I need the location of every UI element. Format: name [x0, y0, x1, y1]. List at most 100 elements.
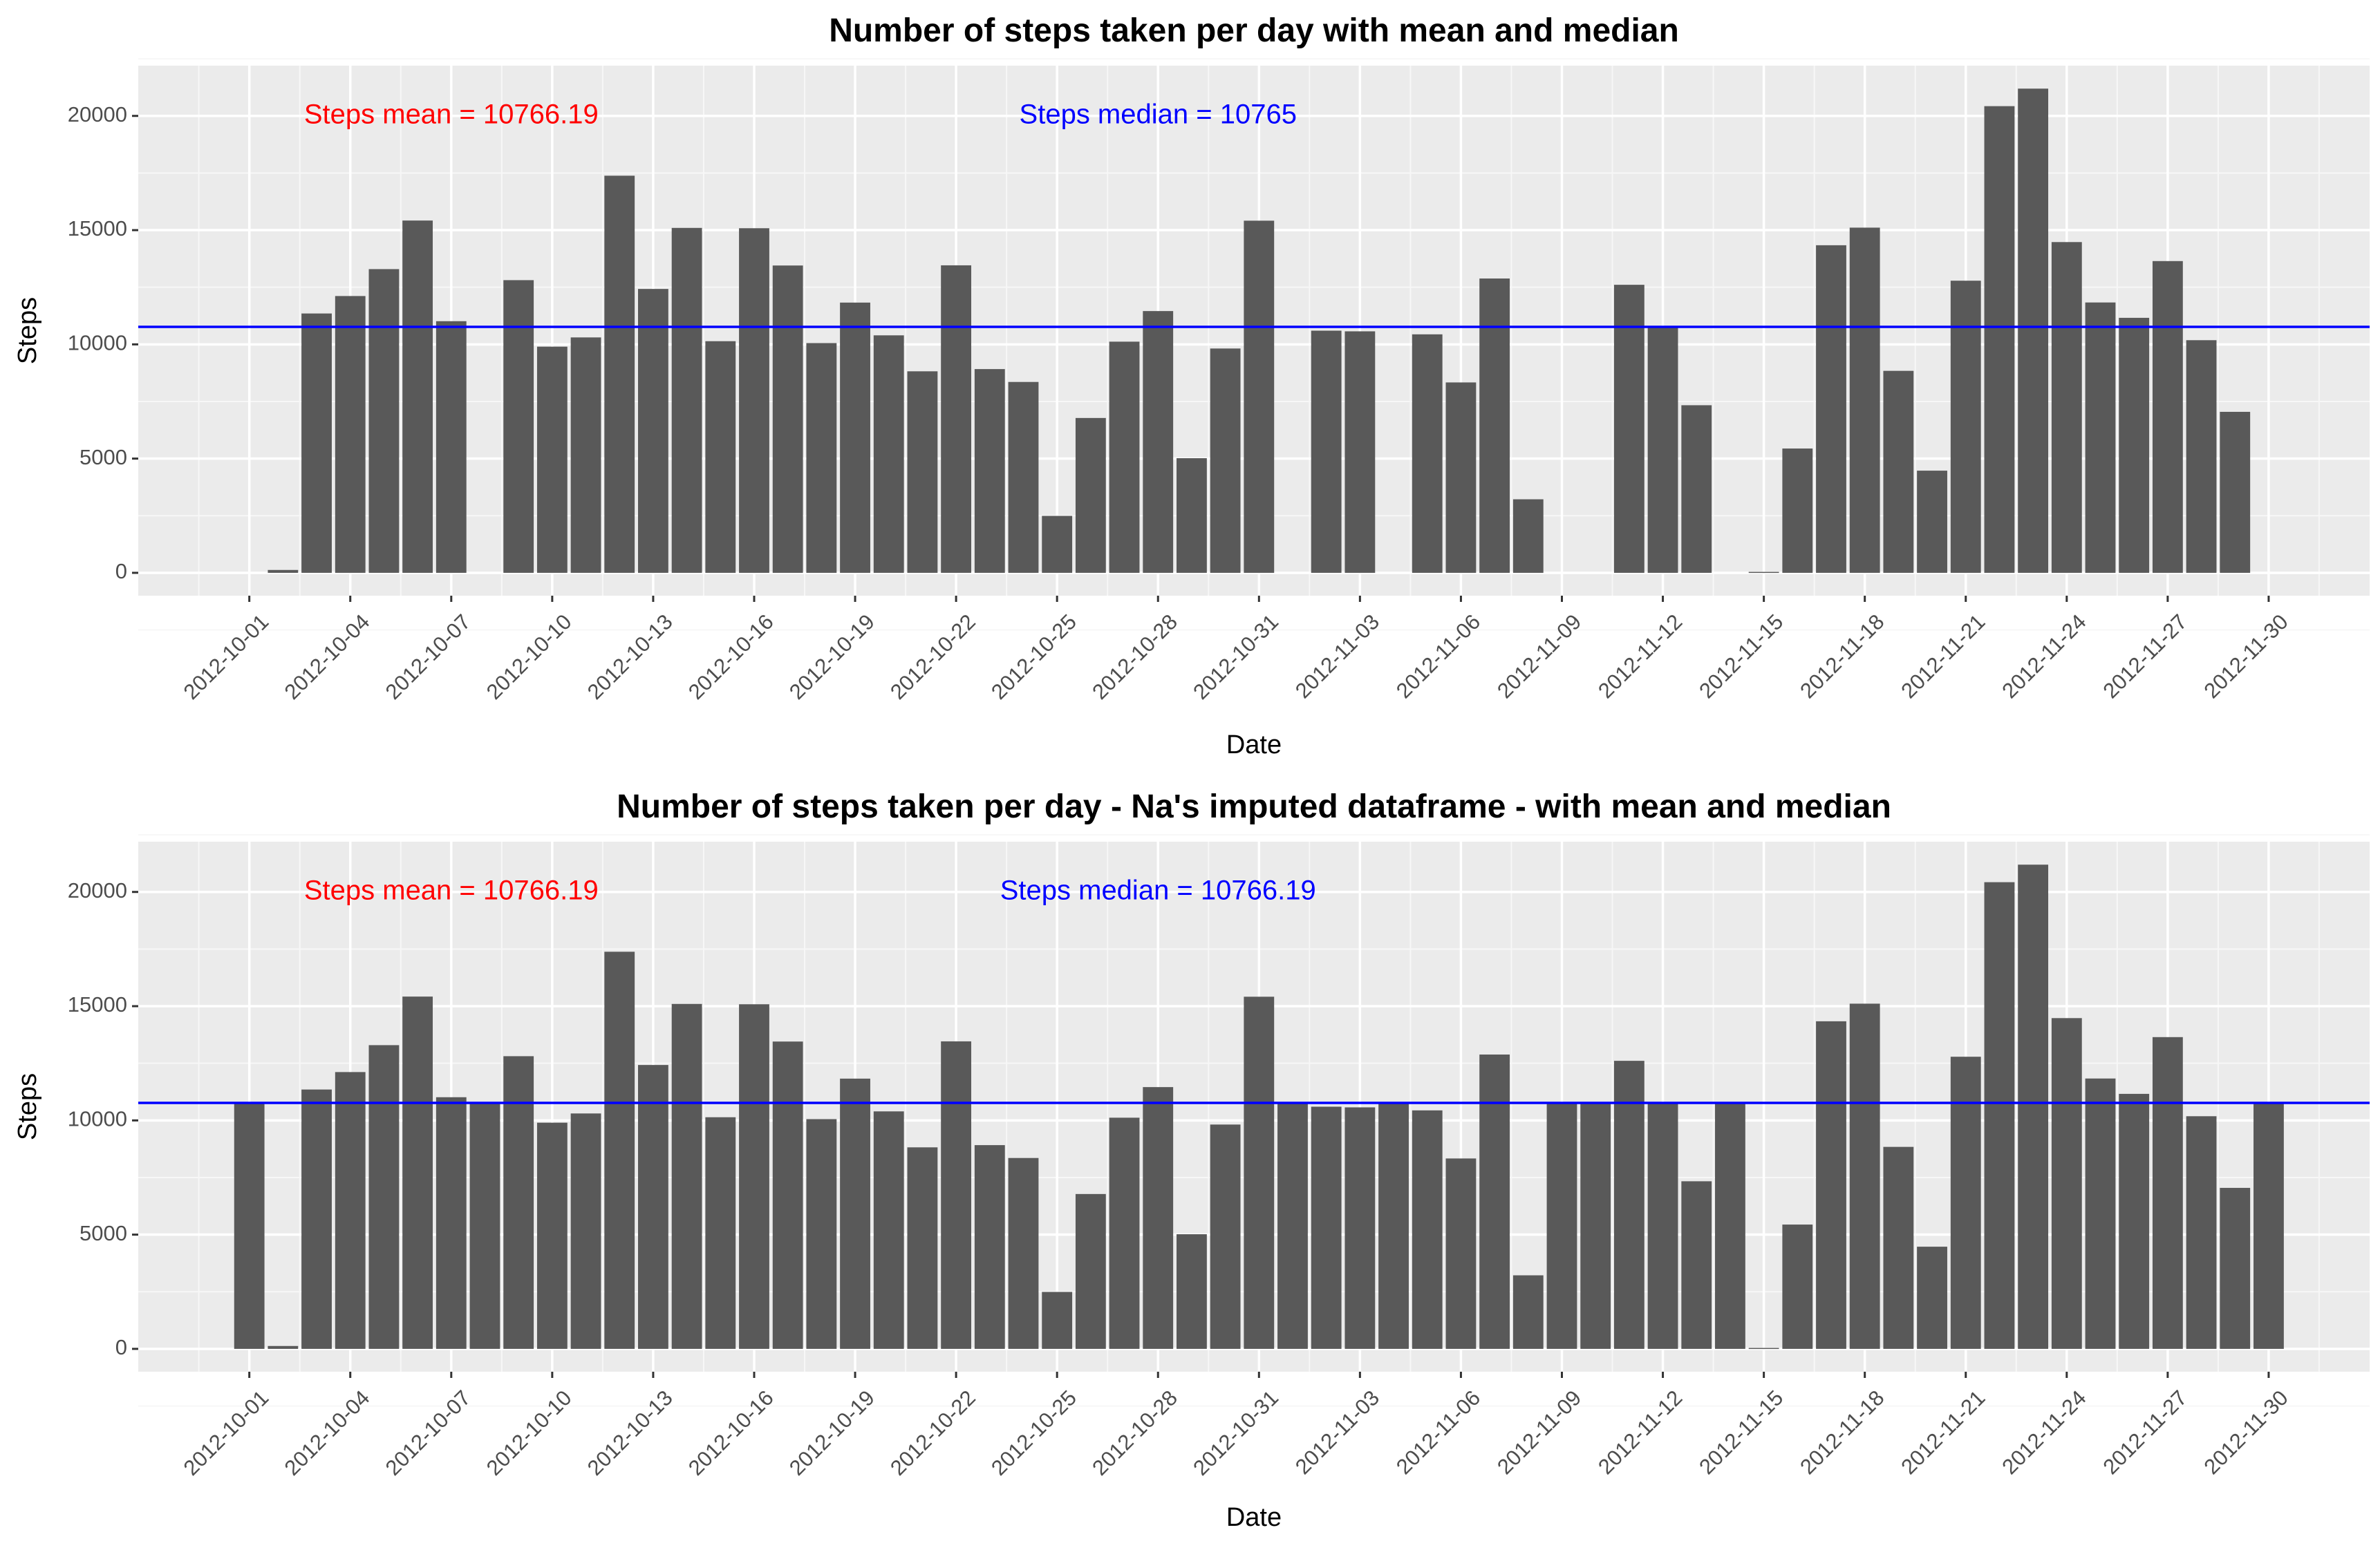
x-tick-label: 2012-11-27	[2098, 609, 2191, 703]
x-tick-label: 2012-10-04	[280, 609, 375, 704]
bar	[1344, 1107, 1376, 1349]
bar	[402, 220, 433, 573]
x-tick-label: 2012-10-04	[280, 1386, 375, 1480]
bar	[2186, 1116, 2217, 1349]
y-tick-label: 20000	[68, 878, 127, 902]
bar	[1277, 1103, 1308, 1349]
bar	[536, 346, 568, 573]
x-tick-label: 2012-11-15	[1694, 609, 1788, 703]
x-tick-label: 2012-11-27	[2098, 1386, 2191, 1479]
bar	[907, 1147, 938, 1349]
bar	[2051, 1018, 2082, 1349]
bar	[1984, 106, 2015, 573]
bar	[941, 1041, 972, 1349]
bar	[335, 296, 366, 573]
bar	[1244, 996, 1275, 1349]
median-annotation: Steps median = 10765	[1020, 99, 1297, 129]
x-tick-label: 2012-11-12	[1593, 1386, 1687, 1479]
x-tick-label: 2012-11-09	[1492, 1386, 1586, 1479]
x-tick-label: 2012-11-03	[1291, 1386, 1384, 1479]
bar	[1210, 1124, 1241, 1349]
bar	[1647, 327, 1678, 573]
x-tick-label: 2012-10-25	[986, 609, 1081, 704]
bar	[1917, 471, 1947, 573]
bar	[301, 1089, 332, 1349]
x-tick-label: 2012-10-19	[785, 609, 879, 704]
x-tick-label: 2012-11-24	[1997, 609, 2090, 703]
x-tick-label: 2012-11-21	[1896, 1386, 1989, 1479]
x-tick-label: 2012-11-06	[1392, 1386, 1485, 1479]
x-tick-label: 2012-11-12	[1593, 609, 1687, 703]
x-tick-label: 2012-11-30	[2199, 609, 2292, 703]
bar	[1412, 334, 1443, 573]
y-tick-label: 0	[115, 1335, 127, 1359]
bar	[1479, 1055, 1510, 1349]
y-axis-title: Steps	[13, 1073, 42, 1140]
bar	[907, 371, 938, 573]
bar	[2220, 411, 2251, 573]
x-tick-label: 2012-11-03	[1291, 609, 1384, 703]
bar	[1849, 1003, 1880, 1349]
bar	[705, 1117, 736, 1349]
bar	[2085, 302, 2116, 573]
bar	[402, 996, 433, 1349]
x-tick-label: 2012-10-25	[986, 1386, 1081, 1480]
bar	[2152, 261, 2183, 573]
bar	[2018, 864, 2049, 1349]
x-tick-label: 2012-11-06	[1392, 609, 1485, 703]
bar	[368, 1045, 400, 1349]
bar	[1210, 348, 1241, 573]
bar	[974, 1145, 1005, 1349]
bar	[873, 1111, 904, 1349]
bar	[739, 1004, 769, 1349]
bar	[503, 280, 534, 573]
bar	[469, 1103, 500, 1349]
x-tick-label: 2012-10-28	[1087, 1386, 1182, 1480]
bar	[1613, 1061, 1645, 1349]
bar	[873, 335, 904, 573]
x-tick-label: 2012-10-10	[482, 1386, 577, 1480]
bar	[1008, 1157, 1039, 1349]
x-tick-label: 2012-11-15	[1694, 1386, 1788, 1479]
bar	[705, 341, 736, 573]
bar	[1177, 458, 1207, 573]
bar	[1580, 1103, 1611, 1349]
x-tick-label: 2012-10-28	[1087, 609, 1182, 704]
bar	[604, 176, 635, 573]
bar	[570, 337, 601, 573]
bar	[772, 1041, 803, 1349]
bar	[2119, 317, 2150, 573]
y-tick-label: 20000	[68, 102, 127, 126]
bar	[806, 1119, 837, 1349]
bar	[435, 1097, 467, 1349]
x-tick-label: 2012-10-01	[179, 609, 274, 704]
x-tick-label: 2012-10-07	[381, 609, 476, 704]
bar	[2119, 1093, 2150, 1349]
bar	[1512, 1275, 1544, 1349]
bar	[1075, 417, 1106, 573]
bar	[1816, 1021, 1846, 1349]
bar	[671, 227, 702, 573]
x-tick-label: 2012-11-18	[1795, 609, 1889, 703]
bar	[1782, 448, 1813, 573]
bar	[1883, 1146, 1914, 1349]
x-tick-label: 2012-10-22	[886, 609, 980, 704]
y-tick-label: 5000	[79, 445, 127, 469]
bar	[1849, 227, 1880, 573]
y-tick-label: 5000	[79, 1221, 127, 1245]
bar	[1344, 331, 1376, 573]
x-tick-label: 2012-10-31	[1188, 609, 1283, 704]
bar	[1412, 1110, 1443, 1349]
x-tick-label: 2012-10-16	[684, 609, 778, 704]
x-tick-label: 2012-10-13	[583, 609, 677, 704]
bar	[1681, 405, 1712, 573]
bar	[2186, 340, 2217, 573]
y-tick-label: 15000	[68, 992, 127, 1017]
bar	[1613, 285, 1645, 573]
chart-title: Number of steps taken per day with mean …	[829, 12, 1679, 49]
mean-annotation: Steps mean = 10766.19	[304, 99, 599, 129]
bar	[1715, 1103, 1745, 1349]
bar	[536, 1122, 568, 1349]
x-axis-title: Date	[1226, 730, 1282, 759]
